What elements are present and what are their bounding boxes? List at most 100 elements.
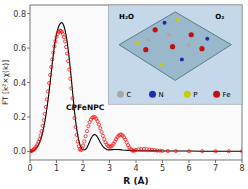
data-point <box>50 65 53 68</box>
y-axis-label: FT [k²×χ(k)] <box>1 60 10 105</box>
data-point <box>54 40 57 43</box>
x-tick <box>136 160 137 163</box>
data-point <box>46 90 49 93</box>
data-point <box>41 124 44 127</box>
y-tick <box>27 82 30 83</box>
data-point <box>80 147 83 150</box>
x-tick <box>30 160 31 163</box>
data-point <box>161 149 164 152</box>
x-tick-label: 7 <box>213 164 218 173</box>
x-axis-label: R (Å) <box>123 176 148 186</box>
x-tick-label: 1 <box>54 164 59 173</box>
data-point <box>76 140 79 143</box>
data-point <box>97 123 100 126</box>
data-point <box>38 137 41 140</box>
data-point <box>187 150 190 153</box>
data-point <box>75 133 78 136</box>
data-point <box>42 119 45 122</box>
inset-legend-swatch <box>213 91 220 98</box>
data-point <box>61 32 64 35</box>
data-point <box>66 52 69 55</box>
data-point <box>227 150 230 153</box>
data-point <box>85 129 88 132</box>
inset-atom <box>189 32 194 37</box>
inset-legend-swatch <box>184 91 191 98</box>
data-point <box>43 112 46 115</box>
data-point <box>174 149 177 152</box>
inset-atom <box>147 38 151 42</box>
y-tick-label: 0.2 <box>13 113 26 122</box>
data-point <box>99 127 102 130</box>
data-point <box>69 77 72 80</box>
data-point <box>201 150 204 153</box>
inset-atom <box>167 33 171 37</box>
inset-text: O₂ <box>215 13 224 21</box>
inset-legend-label: C <box>126 91 131 99</box>
annotation: CPFeNPC <box>66 103 105 112</box>
inset-legend-label: Fe <box>223 91 231 99</box>
data-point <box>62 36 65 39</box>
y-tick-label: 0.6 <box>13 44 26 53</box>
inset-atom <box>160 63 164 67</box>
x-tick <box>215 160 216 163</box>
data-point <box>71 97 74 100</box>
data-point <box>70 87 73 90</box>
data-point <box>68 68 71 71</box>
inset-structure <box>119 12 231 81</box>
y-tick <box>27 151 30 152</box>
x-tick <box>83 160 84 163</box>
data-point <box>52 51 55 54</box>
data-point <box>40 129 43 132</box>
x-tick-label: 3 <box>107 164 112 173</box>
x-tick-label: 0 <box>27 164 32 173</box>
inset-atom <box>136 41 140 45</box>
y-tick <box>27 13 30 14</box>
y-tick-label: 0.8 <box>13 10 26 19</box>
data-point <box>74 125 77 128</box>
data-point <box>44 105 47 108</box>
data-point <box>96 120 99 123</box>
data-point <box>55 35 58 38</box>
inset-atom <box>176 18 180 22</box>
inset-legend-swatch <box>117 91 124 98</box>
x-tick-label: 4 <box>133 164 138 173</box>
data-point <box>166 149 169 152</box>
inset-atom <box>143 47 148 52</box>
inset-legend-label: P <box>193 91 197 99</box>
data-point <box>100 131 103 134</box>
x-tick-label: 6 <box>186 164 191 173</box>
inset-atom <box>170 44 175 49</box>
data-point <box>87 125 90 128</box>
inset-atom <box>153 27 158 32</box>
x-tick <box>162 160 163 163</box>
data-point <box>67 60 70 63</box>
data-point <box>84 135 87 138</box>
chart: 0123456780.00.20.40.60.8R (Å)FT [k²×χ(k)… <box>0 0 248 189</box>
x-tick <box>56 160 57 163</box>
data-point <box>53 45 56 48</box>
data-point <box>214 150 217 153</box>
data-point <box>49 73 52 76</box>
x-tick <box>109 160 110 163</box>
inset: H₂O O₂ C N P Fe <box>108 5 242 104</box>
data-point <box>101 134 104 137</box>
data-point <box>51 58 54 61</box>
x-tick-label: 8 <box>239 164 244 173</box>
data-point <box>47 82 50 85</box>
inset-legend-label: N <box>159 91 164 99</box>
inset-text: H₂O <box>119 13 134 21</box>
x-tick <box>189 160 190 163</box>
inset-background <box>108 5 242 104</box>
inset-atom <box>163 21 167 25</box>
data-point <box>39 134 42 137</box>
y-tick <box>27 116 30 117</box>
inset-legend-swatch <box>149 91 156 98</box>
inset-atom <box>205 37 209 41</box>
data-point <box>81 144 84 147</box>
x-tick-label: 2 <box>80 164 85 173</box>
inset-atom <box>199 46 204 51</box>
data-point <box>83 140 86 143</box>
plot-area <box>30 5 242 160</box>
y-tick-label: 0.0 <box>13 147 26 156</box>
inset-atom <box>187 43 191 47</box>
